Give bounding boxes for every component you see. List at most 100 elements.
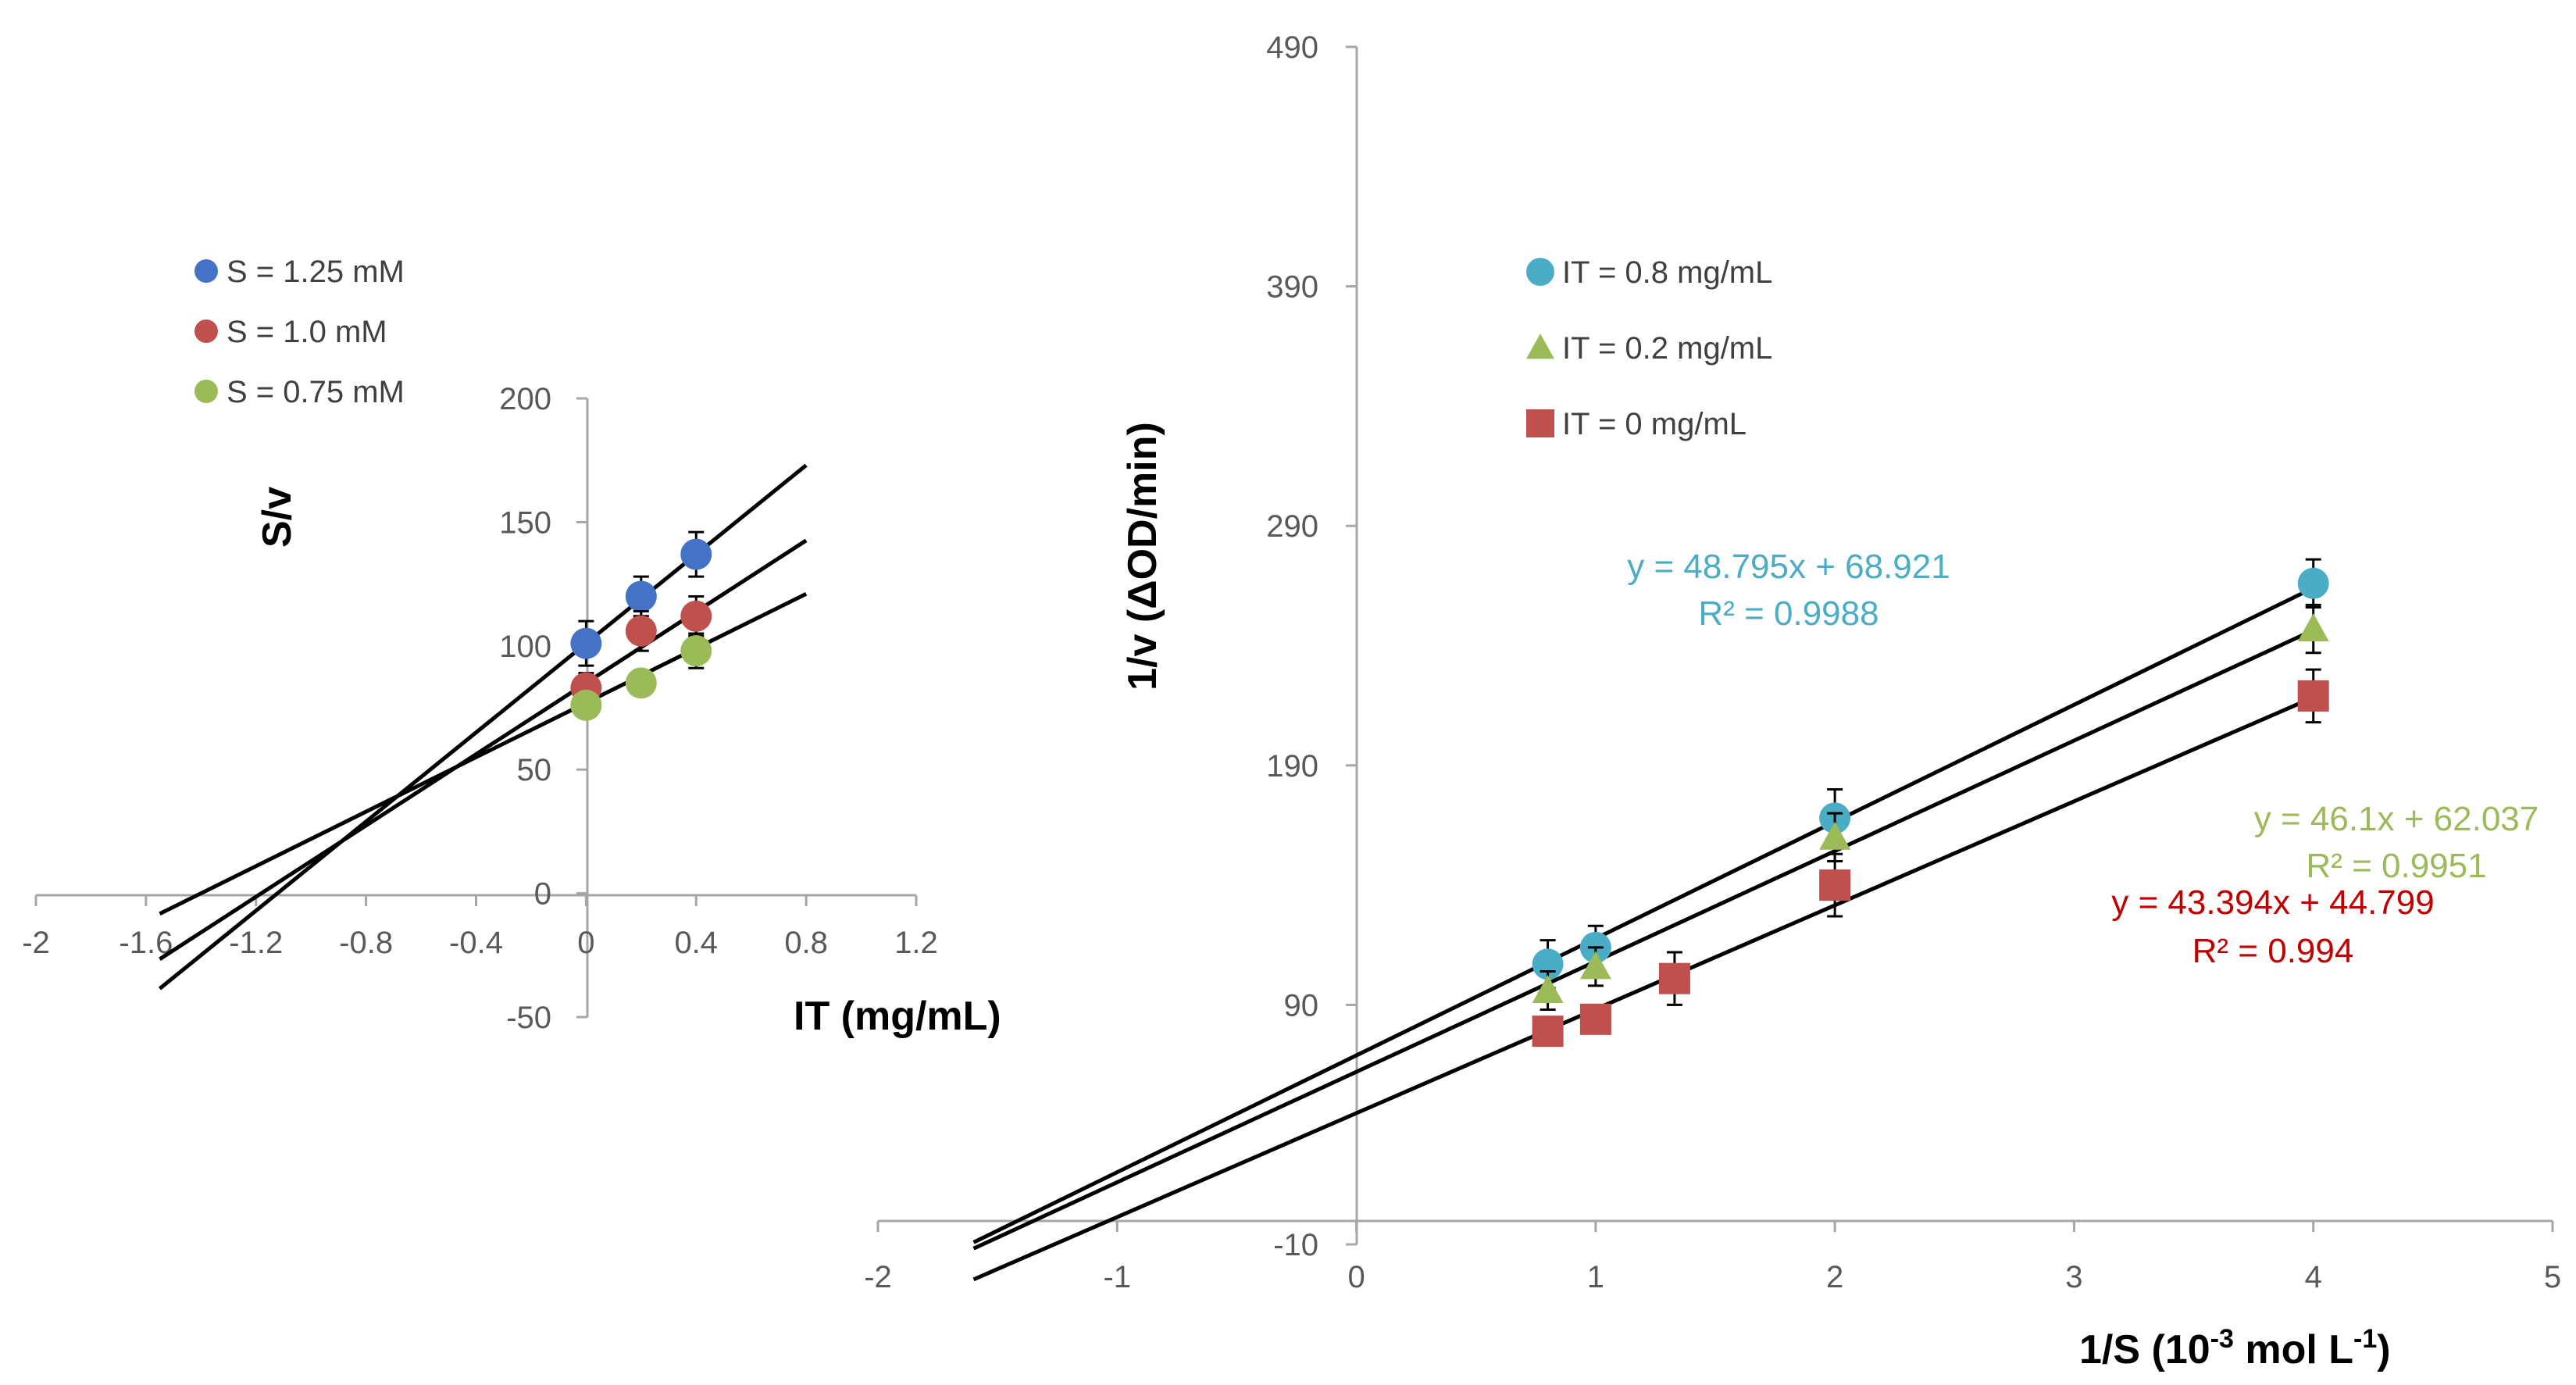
data-point-IT-0-mg-mL <box>1532 1016 1564 1048</box>
data-point-IT-0.2-mg-mL <box>1579 946 1611 987</box>
right-x-tick-label: 3 <box>2065 1260 2082 1294</box>
r2-it-0.8: R² = 0.9988 <box>1698 594 1878 633</box>
left-y-tick-label: 50 <box>517 753 552 787</box>
fit-line-IT-0.2-mg-mL <box>972 628 2314 1251</box>
right-x-tick-label: 0 <box>1347 1260 1365 1294</box>
left-ylabel: S/v <box>255 487 300 548</box>
legend-label: IT = 0.2 mg/mL <box>1562 331 1772 366</box>
data-point-IT-0-mg-mL <box>1579 1003 1611 1035</box>
left-y-tick-label: -50 <box>506 1001 551 1035</box>
left-y-tick-label: 200 <box>499 382 551 416</box>
legend-item-IT-0-mg-mL: IT = 0 mg/mL <box>1526 407 1746 441</box>
right-xlabel-exp1: -3 <box>2210 1324 2234 1354</box>
marker-square <box>1532 1016 1564 1048</box>
right-y-tick-label: 490 <box>1266 30 1318 65</box>
marker-square <box>1819 869 1851 901</box>
right-x-tick-label: 2 <box>1826 1260 1843 1294</box>
left-y-tick-label: 150 <box>499 505 551 540</box>
marker-circle <box>2297 567 2329 599</box>
marker-circle <box>570 689 602 721</box>
right-x-tick-label: 5 <box>2544 1260 2561 1294</box>
marker-square <box>2297 680 2329 712</box>
marker-triangle <box>1579 951 1611 980</box>
fit-line-S-0.75-mM <box>159 592 808 916</box>
left-chart: -2 -1.6 -1.2 -0.8 -0.4 0 0.4 0.8 1.2-50050100150… <box>22 255 1001 1039</box>
right-x-tick-label: 1 <box>1587 1260 1604 1294</box>
fit-line-IT-0-mg-mL <box>972 695 2314 1282</box>
marker-square <box>1658 962 1690 994</box>
legend-label: IT = 0 mg/mL <box>1562 407 1746 441</box>
left-x-tick-label: -2 <box>22 926 50 960</box>
right-ylabel: 1/v (ΔOD/min) <box>1120 422 1165 691</box>
data-point-S-1.25-mM <box>625 575 657 618</box>
left-x-tick-label: 1.2 <box>894 926 938 960</box>
right-y-tick-label: 190 <box>1266 749 1318 784</box>
right-x-tick-label: -2 <box>864 1260 892 1294</box>
right-y-tick-label: -10 <box>1273 1228 1318 1262</box>
left-legend: S = 1.25 mM S = 1.0 mM S = 0.75 mM <box>194 255 405 409</box>
legend-item-S-0.75-mM: S = 0.75 mM <box>194 375 405 409</box>
marker-circle <box>625 615 657 647</box>
marker-circle <box>680 600 712 632</box>
right-xlabel-part2: mol L <box>2234 1327 2353 1373</box>
data-point-IT-0.8-mg-mL <box>2297 558 2329 609</box>
legend-label: S = 0.75 mM <box>227 375 405 409</box>
right-fit-lines <box>972 586 2314 1282</box>
data-point-S-1.25-mM <box>570 619 602 667</box>
legend-item-IT-0.2-mg-mL: IT = 0.2 mg/mL <box>1526 331 1772 366</box>
data-point-S-1.25-mM <box>680 530 712 578</box>
left-axes <box>34 397 918 1019</box>
right-xlabel-part1: 1/S (10 <box>2079 1327 2210 1373</box>
data-point-IT-0-mg-mL <box>1658 951 1690 1006</box>
right-xlabel-exp2: -1 <box>2353 1324 2377 1354</box>
data-point-IT-0.2-mg-mL <box>2297 603 2329 655</box>
data-point-S-0.75-mM <box>625 667 657 699</box>
right-axes <box>876 45 2554 1246</box>
data-point-S-0.75-mM <box>570 689 602 721</box>
left-y-tick-label: 100 <box>499 630 551 664</box>
marker-triangle <box>1532 975 1564 1004</box>
legend-item-S-1.0-mM: S = 1.0 mM <box>194 315 387 349</box>
right-y-tick-label: 290 <box>1266 509 1318 544</box>
left-x-tick-label: 0.4 <box>674 926 718 960</box>
legend-marker <box>1526 409 1554 437</box>
right-x-tick-label: 4 <box>2305 1260 2322 1294</box>
marker-square <box>1579 1003 1611 1035</box>
right-y-tick-label: 390 <box>1266 270 1318 305</box>
left-x-tick-label: -0.8 <box>339 926 393 960</box>
right-xlabel: 1/S (10-3 mol L-1) <box>2079 1324 2391 1373</box>
legend-item-IT-0.8-mg-mL: IT = 0.8 mg/mL <box>1526 255 1772 290</box>
legend-item-S-1.25-mM: S = 1.25 mM <box>194 255 405 289</box>
left-x-tick-label: -1.2 <box>229 926 283 960</box>
left-tick-labels: -2 -1.6 -1.2 -0.8 -0.4 0 0.4 0.8 1.2-50050100150… <box>22 382 938 1035</box>
equation-it-0: y = 43.394x + 44.799 <box>2111 883 2434 922</box>
right-points <box>1532 558 2329 1048</box>
legend-marker <box>1526 258 1554 286</box>
legend-marker <box>194 319 218 343</box>
marker-circle <box>680 635 712 667</box>
marker-triangle <box>2297 613 2329 642</box>
marker-circle <box>625 580 657 612</box>
equation-it-0.8: y = 48.795x + 68.921 <box>1627 548 1950 586</box>
left-x-tick-label: -0.4 <box>449 926 503 960</box>
right-legend: IT = 0.8 mg/mL IT = 0.2 mg/mL IT = 0 mg/mL <box>1526 255 1772 441</box>
data-point-IT-0-mg-mL <box>1819 852 1851 918</box>
legend-label: IT = 0.8 mg/mL <box>1562 255 1772 290</box>
right-xlabel-part3: ) <box>2377 1327 2390 1373</box>
marker-circle <box>570 627 602 659</box>
legend-label: S = 1.25 mM <box>227 255 405 289</box>
left-y-tick-label: 0 <box>534 877 551 912</box>
left-x-tick-label: 0.8 <box>784 926 828 960</box>
legend-marker <box>194 380 218 403</box>
data-point-IT-0-mg-mL <box>2297 668 2329 724</box>
right-y-tick-label: 90 <box>1284 988 1319 1023</box>
data-point-S-1.0-mM <box>680 594 712 637</box>
data-point-S-1.0-mM <box>625 609 657 652</box>
right-x-tick-label: -1 <box>1103 1260 1131 1294</box>
legend-marker <box>1526 334 1554 359</box>
legend-label: S = 1.0 mM <box>227 315 387 349</box>
fit-line-IT-0.8-mg-mL <box>972 586 2314 1244</box>
marker-circle <box>680 538 712 570</box>
data-point-S-0.75-mM <box>680 632 712 669</box>
r2-it-0: R² = 0.994 <box>2192 932 2354 970</box>
